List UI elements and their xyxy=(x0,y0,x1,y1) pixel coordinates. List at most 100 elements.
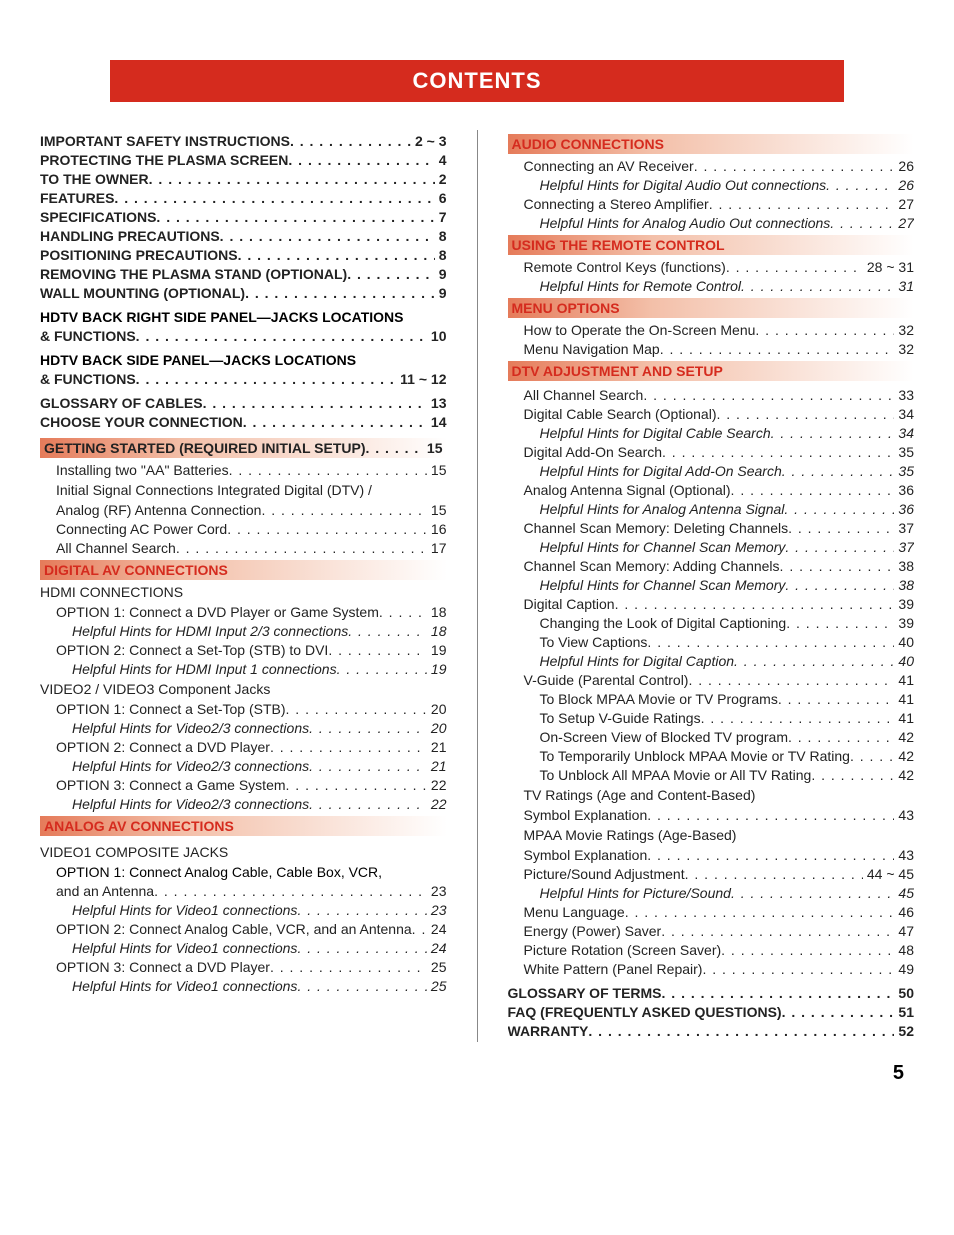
hdtv2-line2: & FUNCTIONS 11 ~ 12 xyxy=(40,371,447,387)
toc-label: Helpful Hints for Remote Control xyxy=(540,278,742,294)
dot-leader xyxy=(660,341,895,357)
toc-row: Symbol Explanation 43 xyxy=(508,847,915,863)
toc-label: TO THE OWNER xyxy=(40,171,149,187)
toc-row: Helpful Hints for HDMI Input 2/3 connect… xyxy=(40,623,447,639)
dot-leader xyxy=(701,710,895,726)
toc-row: Helpful Hints for Video2/3 connections22 xyxy=(40,796,447,812)
toc-row: To Block MPAA Movie or TV Programs41 xyxy=(508,691,915,707)
toc-page: 43 xyxy=(894,847,914,863)
toc-row: To Setup V-Guide Ratings41 xyxy=(508,710,915,726)
toc-label: GETTING STARTED (REQUIRED INITIAL SETUP) xyxy=(44,440,366,456)
toc-page: 27 xyxy=(894,215,914,231)
toc-row: Digital Add-On Search35 xyxy=(508,444,915,460)
toc-label: Menu Navigation Map xyxy=(524,341,660,357)
rsec2-items: Remote Control Keys (functions)28 ~ 31 He… xyxy=(508,259,915,294)
dot-leader xyxy=(114,190,434,206)
toc-page: 11 ~ 12 xyxy=(396,371,446,387)
toc-row: Digital Caption39 xyxy=(508,596,915,612)
toc-row: Helpful Hints for Digital Cable Search34 xyxy=(508,425,915,441)
toc-row-nopage: Initial Signal Connections Integrated Di… xyxy=(40,482,447,498)
toc-label: All Channel Search xyxy=(524,387,644,403)
toc-row: Remote Control Keys (functions)28 ~ 31 xyxy=(508,259,915,275)
opt1-line1: OPTION 1: Connect Analog Cable, Cable Bo… xyxy=(40,864,447,880)
toc-row: To Temporarily Unblock MPAA Movie or TV … xyxy=(508,748,915,764)
dot-leader xyxy=(788,729,894,745)
toc-label: WALL MOUNTING (OPTIONAL) xyxy=(40,285,245,301)
dot-leader xyxy=(238,247,435,263)
toc-row: Symbol Explanation43 xyxy=(508,807,915,823)
section-header: DIGITAL AV CONNECTIONS xyxy=(40,560,447,580)
toc-label: Installing two "AA" Batteries xyxy=(56,462,229,478)
toc-row: OPTION 2: Connect a Set-Top (STB) to DVI… xyxy=(40,642,447,658)
hdtv1-line2: & FUNCTIONS 10 xyxy=(40,328,447,344)
toc-label: OPTION 3: Connect a Game System xyxy=(56,777,286,793)
toc-page: 24 xyxy=(427,940,447,956)
dot-leader xyxy=(270,739,427,755)
dot-leader xyxy=(734,653,894,669)
toc-label: & FUNCTIONS xyxy=(40,371,136,387)
toc-page: 19 xyxy=(427,642,447,658)
toc-page: 21 xyxy=(427,739,447,755)
toc-row: OPTION 1: Connect a Set-Top (STB)20 xyxy=(40,701,447,717)
toc-label: Digital Add-On Search xyxy=(524,444,663,460)
toc-label: To View Captions xyxy=(540,634,648,650)
toc-label: White Pattern (Panel Repair) xyxy=(524,961,703,977)
toc-page: 43 xyxy=(894,807,914,823)
toc-row: Digital Cable Search (Optional)34 xyxy=(508,406,915,422)
dot-leader xyxy=(726,259,863,275)
dot-leader xyxy=(702,961,894,977)
section-header: MENU OPTIONS xyxy=(508,298,915,318)
toc-row: Changing the Look of Digital Captioning3… xyxy=(508,615,915,631)
toc-row: TO THE OWNER2 xyxy=(40,171,447,187)
toc-page: 25 xyxy=(427,959,447,975)
toc-label: Helpful Hints for Digital Audio Out conn… xyxy=(540,177,827,193)
dot-leader xyxy=(826,177,894,193)
right-bottom: GLOSSARY OF TERMS50FAQ (FREQUENTLY ASKED… xyxy=(508,985,915,1039)
toc-label: HANDLING PRECAUTIONS xyxy=(40,228,220,244)
toc-page: 7 xyxy=(435,209,447,225)
toc-row: OPTION 3: Connect a DVD Player25 xyxy=(40,959,447,975)
toc-label: Helpful Hints for Video2/3 connections xyxy=(72,796,309,812)
toc-page: 22 xyxy=(427,777,447,793)
subheader: VIDEO1 COMPOSITE JACKS xyxy=(40,844,447,860)
dot-leader xyxy=(286,701,427,717)
toc-label: Helpful Hints for Video1 connections xyxy=(72,940,297,956)
toc-label: Analog Antenna Signal (Optional) xyxy=(524,482,731,498)
toc-row: To View Captions40 xyxy=(508,634,915,650)
toc-row-nopage: TV Ratings (Age and Content-Based) xyxy=(508,787,915,803)
toc-label: Digital Caption xyxy=(524,596,615,612)
toc-row: Analog (RF) Antenna Connection15 xyxy=(40,502,447,518)
toc-label: Connecting an AV Receiver xyxy=(524,158,694,174)
dot-leader xyxy=(136,371,397,387)
toc-label: Connecting a Stereo Amplifier xyxy=(524,196,709,212)
toc-row: OPTION 1: Connect a DVD Player or Game S… xyxy=(40,604,447,620)
toc-page: 44 ~ 45 xyxy=(863,866,914,882)
toc-label: and an Antenna xyxy=(56,883,154,899)
dot-leader xyxy=(716,406,894,422)
dot-leader xyxy=(647,634,894,650)
toc-row: V-Guide (Parental Control)41 xyxy=(508,672,915,688)
toc-row: CHOOSE YOUR CONNECTION14 xyxy=(40,414,447,430)
toc-row: Helpful Hints for Video2/3 connections21 xyxy=(40,758,447,774)
dot-leader xyxy=(786,615,894,631)
dot-leader xyxy=(156,209,434,225)
toc-page: 41 xyxy=(894,710,914,726)
toc-page: 42 xyxy=(894,767,914,783)
dot-leader xyxy=(771,425,895,441)
toc-row: Energy (Power) Saver47 xyxy=(508,923,915,939)
toc-label: Digital Cable Search (Optional) xyxy=(524,406,717,422)
toc-row: To Unblock All MPAA Movie or All TV Rati… xyxy=(508,767,915,783)
toc-label: Helpful Hints for Video2/3 connections xyxy=(72,758,309,774)
toc-label: Helpful Hints for Video1 connections xyxy=(72,978,297,994)
dot-leader xyxy=(782,1004,895,1020)
toc-label: Symbol Explanation xyxy=(524,847,648,863)
toc-page: 45 xyxy=(894,885,914,901)
toc-row: All Channel Search17 xyxy=(40,540,447,556)
toc-row: FEATURES6 xyxy=(40,190,447,206)
dot-leader xyxy=(176,540,427,556)
toc-page: 15 xyxy=(423,440,443,456)
toc-page: 37 xyxy=(894,520,914,536)
section-header: AUDIO CONNECTIONS xyxy=(508,134,915,154)
subheader: HDMI CONNECTIONS xyxy=(40,584,447,600)
toc-page: 40 xyxy=(894,653,914,669)
